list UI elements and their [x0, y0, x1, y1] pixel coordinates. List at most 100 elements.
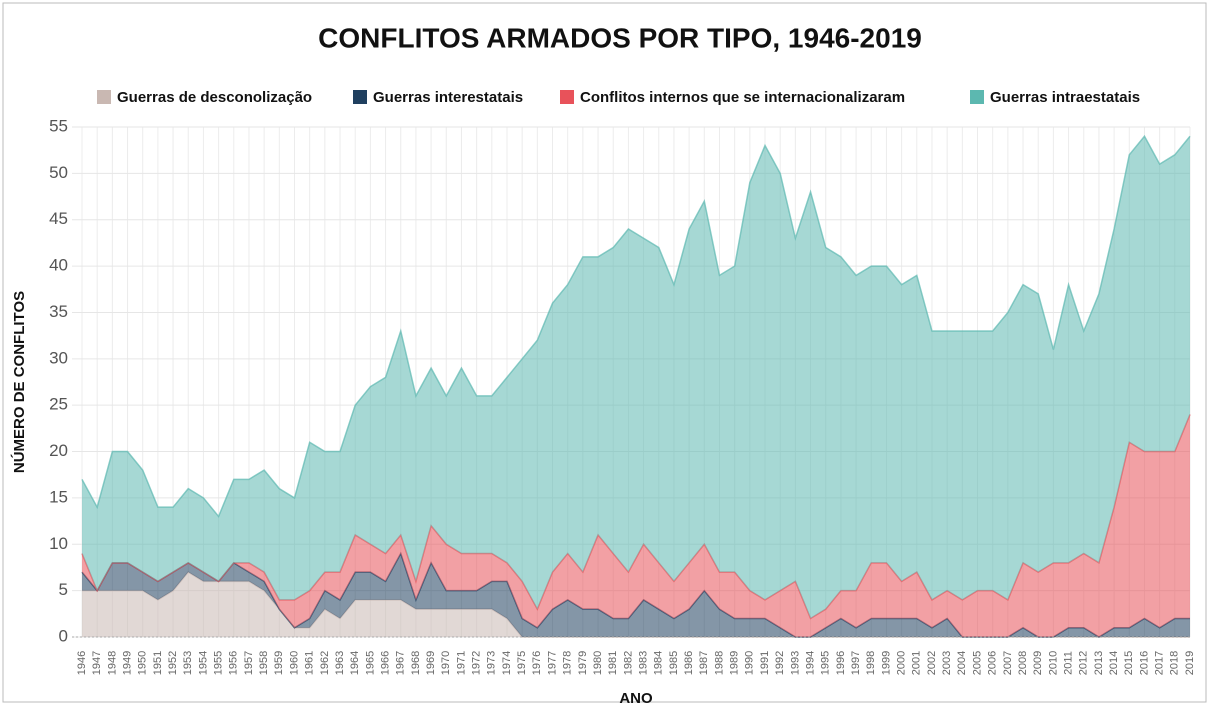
x-tick-label: 1970	[440, 651, 452, 675]
area	[82, 414, 1190, 637]
legend-label: Guerras intraestatais	[990, 89, 1140, 106]
x-tick-label: 1999	[880, 651, 892, 675]
x-tick-label: 1957	[243, 651, 255, 675]
x-tick-label: 1978	[562, 651, 574, 675]
x-tick-label: 1980	[592, 651, 604, 675]
x-tick-label: 1947	[91, 651, 103, 675]
x-tick-label: 1985	[668, 651, 680, 675]
x-tick-label: 1953	[182, 651, 194, 675]
y-tick-label: 20	[49, 441, 68, 460]
x-tick-label: 1954	[197, 651, 209, 675]
legend: Guerras de desconolização Guerras interes…	[97, 89, 1140, 106]
x-tick-label: 2013	[1093, 651, 1105, 675]
x-tick-label: 1982	[622, 651, 634, 675]
y-tick-label: 0	[59, 626, 68, 645]
x-tick-label: 2016	[1138, 651, 1150, 675]
x-tick-label: 1971	[455, 651, 467, 675]
x-tick-label: 1995	[820, 651, 832, 675]
x-tick-label: 1950	[137, 651, 149, 675]
x-tick-label: 2001	[911, 651, 923, 675]
x-tick-label: 1958	[258, 651, 270, 675]
legend-label: Guerras de desconolização	[117, 89, 312, 106]
x-tick-label: 1968	[410, 651, 422, 675]
area	[82, 572, 1190, 637]
x-tick-label: 1974	[501, 651, 513, 675]
x-tick-label: 2007	[1002, 651, 1014, 675]
x-tick-label: 2000	[896, 651, 908, 675]
x-tick-label: 2012	[1078, 651, 1090, 675]
legend-swatch	[353, 90, 367, 104]
x-tick-label: 1956	[228, 651, 240, 675]
y-tick-label: 55	[49, 116, 68, 135]
x-tick-label: 2009	[1032, 651, 1044, 675]
x-tick-label: 1986	[683, 651, 695, 675]
x-tick-label: 2003	[941, 651, 953, 675]
x-tick-label: 2019	[1184, 651, 1196, 675]
x-tick-label: 1952	[167, 651, 179, 675]
x-tick-label: 1989	[729, 651, 741, 675]
y-tick-label: 50	[49, 163, 68, 182]
y-axis-title: NÚMERO DE CONFLITOS	[10, 291, 28, 473]
legend-swatch	[560, 90, 574, 104]
x-tick-label: 1965	[364, 651, 376, 675]
x-tick-label: 1987	[698, 651, 710, 675]
x-tick-label: 1949	[121, 651, 133, 675]
x-tick-label: 2011	[1062, 651, 1074, 675]
legend-swatch	[970, 90, 984, 104]
x-tick-label: 1948	[106, 651, 118, 675]
x-tick-label: 1984	[653, 651, 665, 675]
x-tick-label: 1991	[759, 651, 771, 675]
x-tick-label: 2002	[926, 651, 938, 675]
x-tick-label: 1969	[425, 651, 437, 675]
x-axis-title: ANO	[619, 690, 653, 705]
x-tick-label: 1988	[713, 651, 725, 675]
area	[82, 136, 1190, 619]
legend-label: Conflitos internos que se internacionali…	[580, 89, 905, 106]
x-tick-label: 1951	[152, 651, 164, 675]
x-tick-label: 2008	[1017, 651, 1029, 675]
y-tick-label: 10	[49, 534, 68, 553]
x-tick-label: 1959	[273, 651, 285, 675]
x-tick-label: 1997	[850, 651, 862, 675]
legend-swatch	[97, 90, 111, 104]
x-tick-label: 2004	[956, 651, 968, 675]
x-tick-label: 1964	[349, 651, 361, 675]
x-tick-label: 1976	[531, 651, 543, 675]
area	[82, 553, 1190, 637]
y-tick-label: 35	[49, 302, 68, 321]
y-tick-label: 15	[49, 487, 68, 506]
x-tick-label: 1990	[744, 651, 756, 675]
x-tick-label: 1946	[76, 651, 88, 675]
area-edge	[81, 134, 1191, 518]
x-tick-label: 2015	[1123, 651, 1135, 675]
x-tick-label: 1993	[789, 651, 801, 675]
x-tick-label: 1972	[471, 651, 483, 675]
x-tick-label: 2006	[987, 651, 999, 675]
x-tick-label: 1966	[379, 651, 391, 675]
x-tick-label: 2017	[1154, 651, 1166, 675]
y-tick-label: 30	[49, 348, 68, 367]
x-tick-label: 1981	[607, 651, 619, 675]
x-tick-label: 1996	[835, 651, 847, 675]
x-tick-label: 2014	[1108, 651, 1120, 675]
x-tick-label: 1960	[288, 651, 300, 675]
x-tick-label: 1975	[516, 651, 528, 675]
y-tick-label: 5	[59, 580, 68, 599]
x-tick-label: 1963	[334, 651, 346, 675]
chart-title: CONFLITOS ARMADOS POR TIPO, 1946-2019	[318, 22, 922, 53]
x-tick-label: 1955	[213, 651, 225, 675]
x-tick-label: 2018	[1169, 651, 1181, 675]
y-tick-label: 40	[49, 256, 68, 275]
x-tick-label: 1979	[577, 651, 589, 675]
y-tick-label: 25	[49, 395, 68, 414]
x-tick-label: 1994	[804, 651, 816, 675]
x-tick-label: 1992	[774, 651, 786, 675]
legend-label: Guerras interestatais	[373, 89, 523, 106]
x-tick-label: 1967	[395, 651, 407, 675]
y-tick-label: 45	[49, 209, 68, 228]
x-tick-label: 1973	[486, 651, 498, 675]
x-tick-label: 1977	[546, 651, 558, 675]
x-tick-label: 1998	[865, 651, 877, 675]
x-tick-label: 2010	[1047, 651, 1059, 675]
